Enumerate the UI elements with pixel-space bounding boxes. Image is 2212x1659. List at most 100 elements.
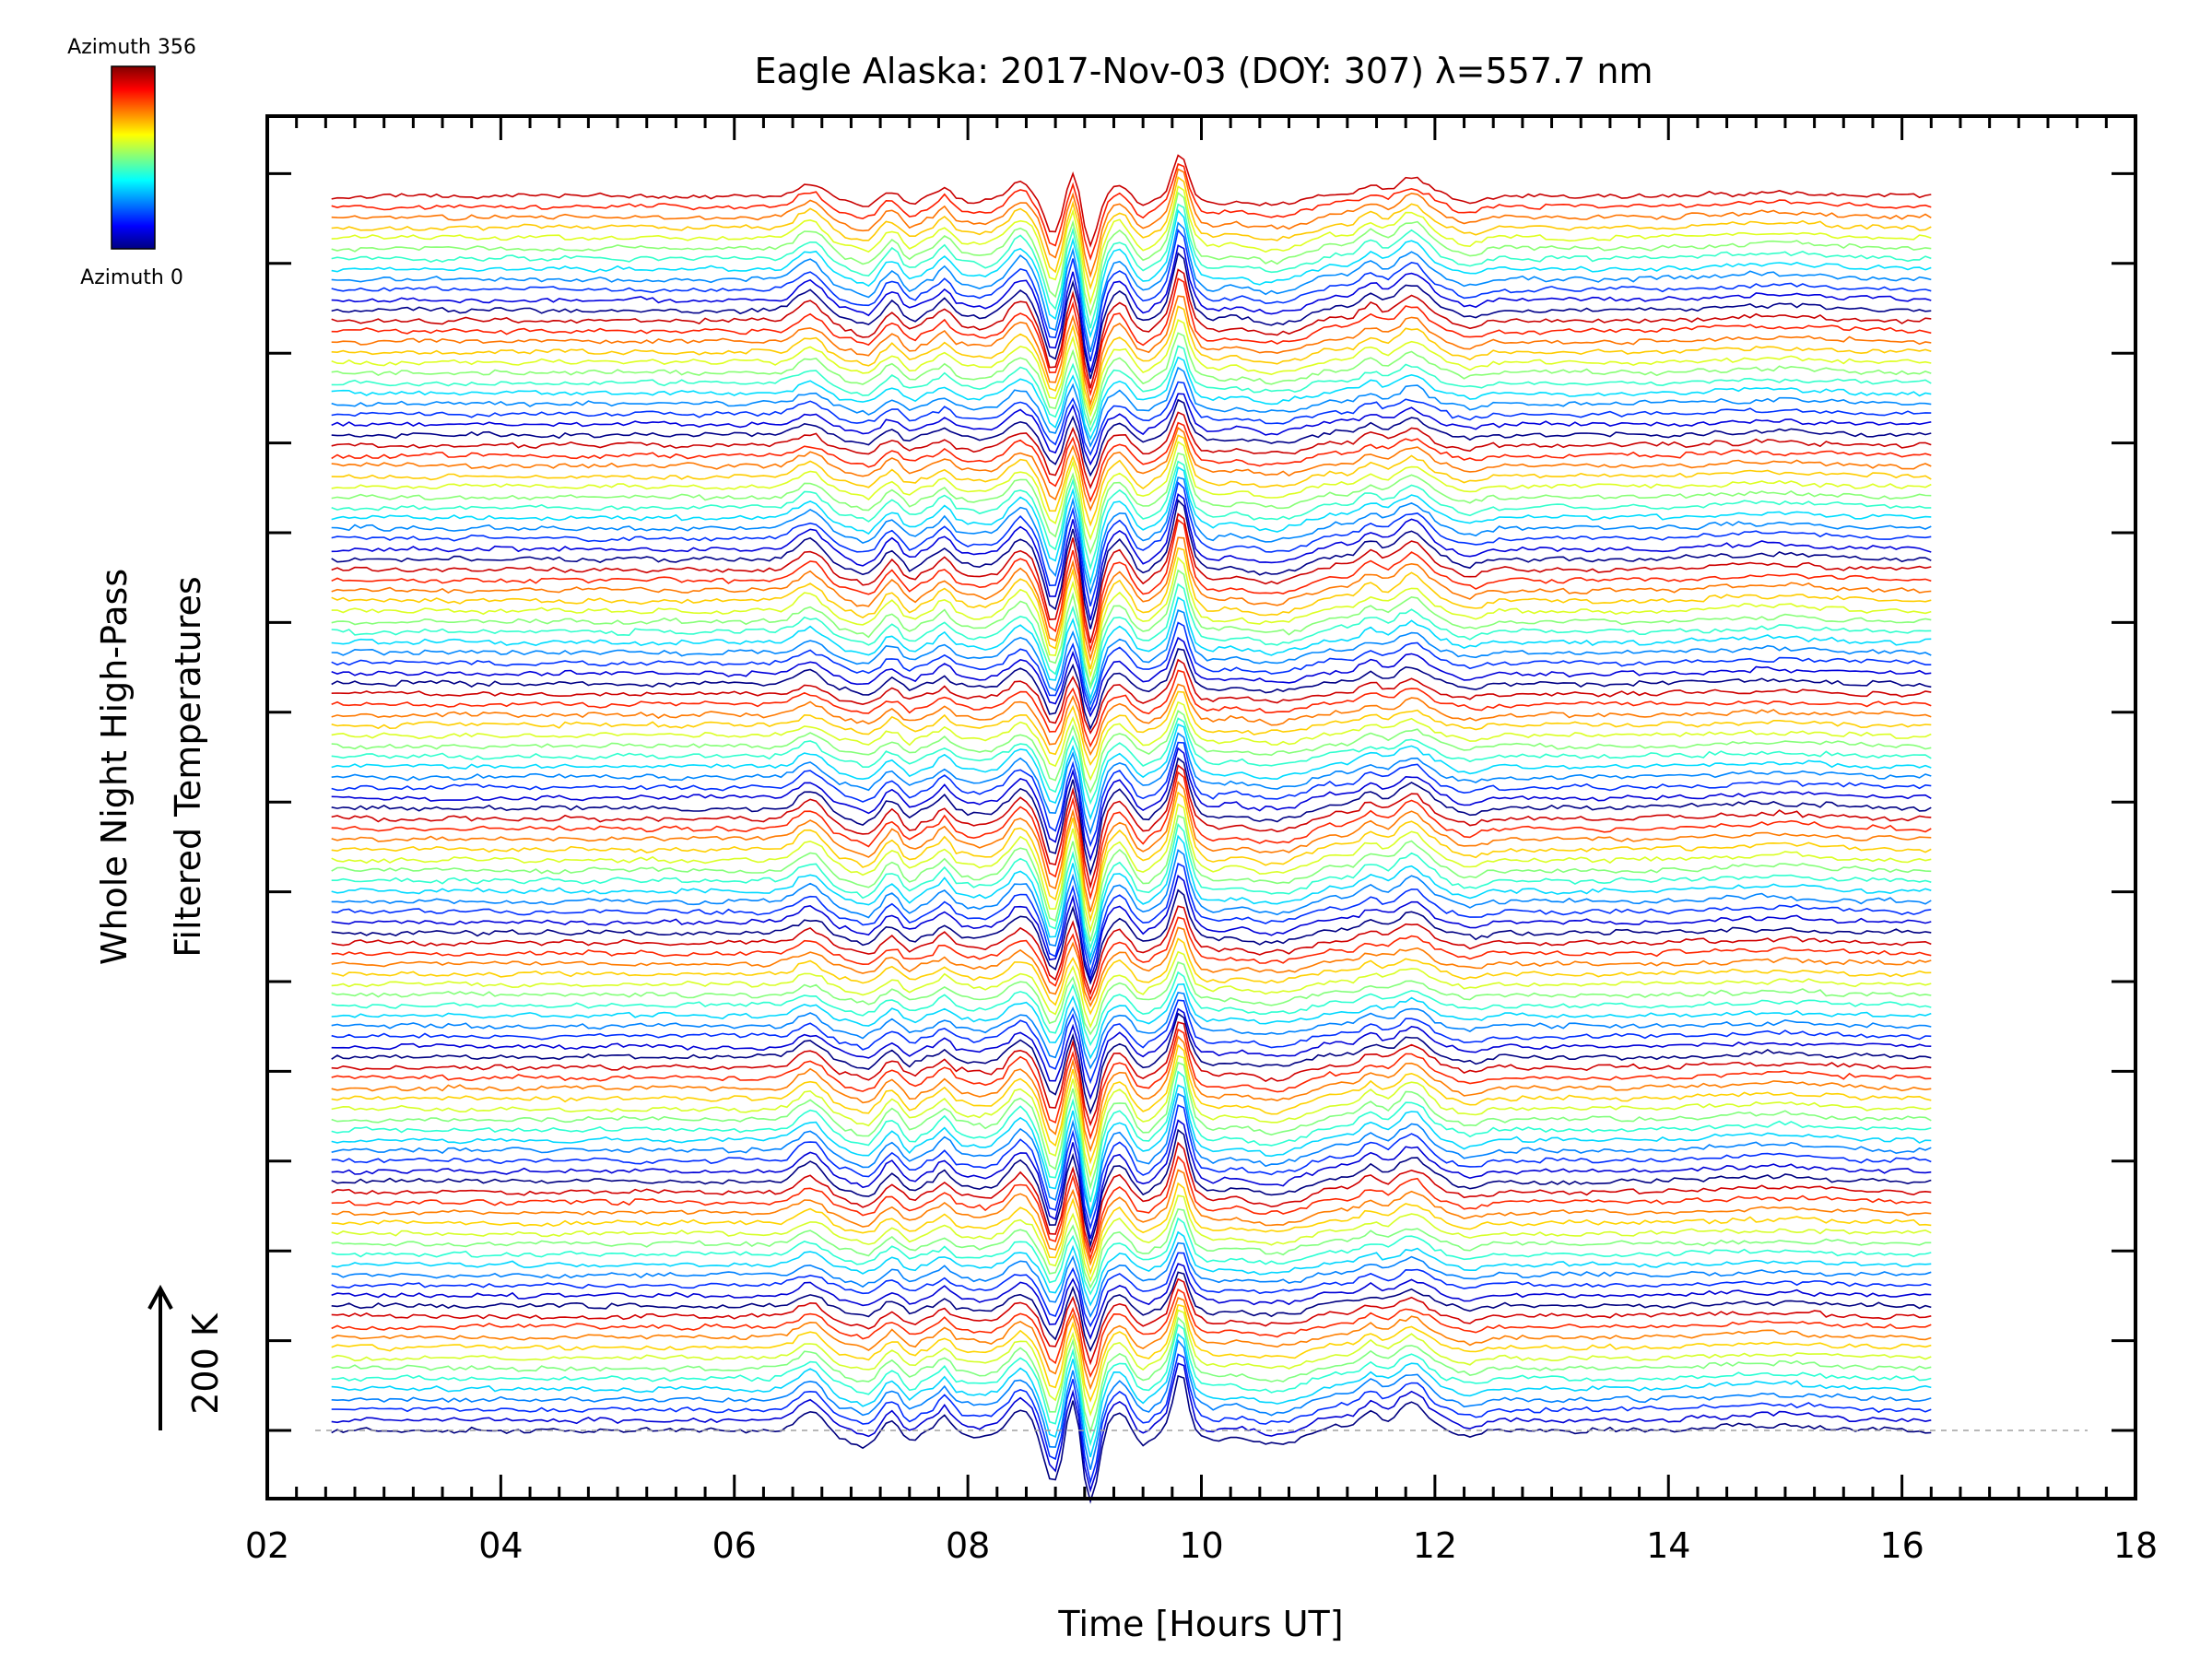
trace-line — [331, 621, 1932, 713]
trace-line — [331, 441, 1932, 541]
trace-line — [331, 221, 1932, 353]
trace-line — [331, 669, 1932, 748]
trace-line — [331, 1021, 1932, 1127]
trace-line — [331, 229, 1932, 362]
x-tick-label: 02 — [245, 1525, 289, 1566]
trace-line — [331, 982, 1932, 1060]
trace-line — [331, 916, 1932, 1002]
trace-line — [331, 1028, 1932, 1140]
trace-line — [331, 690, 1932, 767]
trace-line — [331, 512, 1932, 643]
trace-line — [331, 950, 1932, 1029]
colorbar-bottom-label: Azimuth 0 — [80, 266, 183, 289]
trace-line — [331, 434, 1932, 527]
trace-line — [331, 658, 1932, 735]
trace-line — [331, 536, 1932, 662]
x-axis: 02 04 06 08 10 12 14 16 18 — [245, 116, 2158, 1566]
trace-line — [331, 381, 1932, 456]
trace-line — [331, 960, 1932, 1036]
trace-line — [331, 648, 1932, 731]
trace-line — [331, 732, 1932, 836]
y-axis-ticks — [267, 171, 2136, 1432]
trace-line — [331, 411, 1932, 489]
trace-line — [331, 700, 1932, 782]
trace-line — [331, 822, 1932, 951]
trace-line — [331, 1207, 1932, 1289]
trace-line — [331, 421, 1932, 503]
trace-line — [331, 1288, 1932, 1378]
trace-line — [331, 1271, 1932, 1353]
trace-line — [331, 1012, 1932, 1115]
trace-line — [331, 764, 1932, 889]
trace-line — [331, 393, 1932, 466]
trace-line — [331, 771, 1932, 900]
x-tick-label: 18 — [2113, 1525, 2158, 1566]
trace-line — [331, 1241, 1932, 1319]
y-axis-label-line1: Whole Night High-Pass — [94, 569, 135, 965]
chart-title: Eagle Alaska: 2017-Nov-03 (DOY: 307) λ=5… — [755, 51, 1653, 91]
trace-line — [331, 295, 1932, 407]
trace-line — [331, 971, 1932, 1047]
trace-line — [331, 926, 1932, 1008]
trace-line — [331, 176, 1932, 290]
trace-line — [331, 741, 1932, 848]
trace-line — [331, 1092, 1932, 1220]
trace-line — [331, 1252, 1932, 1328]
trace-line — [331, 1155, 1932, 1262]
trace-line — [331, 268, 1932, 389]
x-tick-label: 06 — [712, 1525, 757, 1566]
trace-line — [331, 366, 1932, 448]
trace-line — [331, 208, 1932, 339]
trace-line — [331, 203, 1932, 329]
trace-line — [331, 710, 1932, 794]
trace-line — [331, 757, 1932, 877]
trace-line — [331, 991, 1932, 1070]
trace-line — [331, 332, 1932, 427]
trace-line — [331, 452, 1932, 556]
trace-line — [331, 1333, 1932, 1458]
trace-line — [331, 683, 1932, 757]
trace-line — [331, 168, 1932, 278]
trace-line — [331, 1141, 1932, 1254]
trace-line — [331, 191, 1932, 317]
trace-line — [331, 477, 1932, 595]
trace-line — [331, 1324, 1932, 1447]
trace-line — [331, 723, 1932, 821]
trace-line — [331, 747, 1932, 862]
trace-line — [331, 905, 1932, 996]
trace-line — [331, 547, 1932, 670]
x-tick-label: 12 — [1413, 1525, 1457, 1566]
trace-line — [331, 499, 1932, 629]
trace-line — [331, 1194, 1932, 1283]
trace-line — [331, 791, 1932, 924]
trace-line — [331, 1070, 1932, 1203]
colorbar: Azimuth 356 Azimuth 0 — [67, 36, 196, 289]
x-tick-label: 04 — [478, 1525, 523, 1566]
trace-line — [331, 937, 1932, 1016]
trace-line — [331, 1007, 1932, 1100]
trace-line — [331, 426, 1932, 512]
trace-line — [331, 596, 1932, 701]
trace-line — [331, 162, 1932, 261]
trace-line — [331, 1217, 1932, 1296]
trace-line — [331, 305, 1932, 413]
trace-line — [331, 345, 1932, 433]
y-axis-label-line2: Filtered Temperatures — [168, 576, 208, 957]
trace-line — [331, 1054, 1932, 1179]
trace-line — [331, 814, 1932, 942]
trace-line — [331, 1316, 1932, 1435]
trace-line — [331, 636, 1932, 718]
trace-line — [331, 184, 1932, 306]
trace-line — [331, 999, 1932, 1085]
trace-line — [331, 1182, 1932, 1276]
trace-line — [331, 1230, 1932, 1307]
trace-line — [331, 849, 1932, 967]
trace-line — [331, 717, 1932, 806]
trace-line — [331, 1297, 1932, 1391]
trace-line — [331, 1277, 1932, 1366]
trace-line — [331, 460, 1932, 571]
trace-line — [331, 493, 1932, 621]
x-tick-label: 08 — [946, 1525, 990, 1566]
trace-line — [331, 1128, 1932, 1249]
